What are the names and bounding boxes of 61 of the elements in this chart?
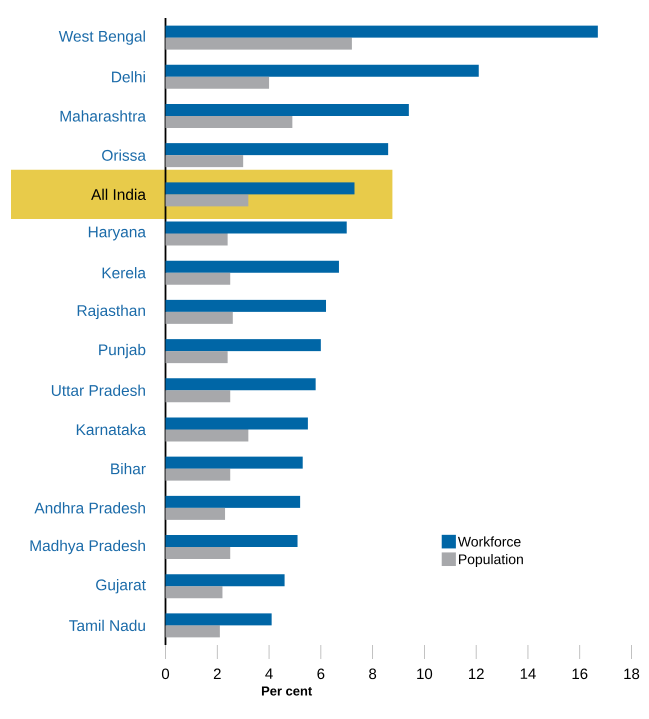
y-tick-label: Kerela	[102, 267, 146, 278]
x-tick-label: 14	[520, 668, 536, 679]
y-tick-label: Madhya Pradesh	[30, 540, 145, 554]
x-tick-label: 4	[265, 668, 273, 679]
bar	[166, 508, 226, 520]
legend-label: Workforce	[458, 536, 521, 547]
x-tick-label: 8	[369, 668, 376, 680]
bar	[166, 496, 300, 508]
y-tick-label: Orissa	[102, 149, 146, 161]
bar	[166, 194, 248, 206]
bar	[166, 339, 321, 352]
bar	[166, 182, 354, 194]
x-tick-label: 16	[572, 668, 588, 680]
bar	[166, 155, 244, 168]
bar	[166, 260, 339, 273]
bar	[166, 378, 316, 390]
x-tick-label: 0	[162, 668, 170, 680]
bar	[166, 143, 388, 156]
x-tick-label: 6	[317, 668, 324, 680]
bar	[166, 535, 298, 548]
y-tick-label: Uttar Pradesh	[52, 384, 145, 396]
x-axis-title: Per cent	[262, 686, 312, 696]
x-tick-label: 18	[624, 668, 640, 680]
x-tick-label: 2	[214, 668, 221, 679]
y-tick-label: Karnataka	[76, 424, 146, 436]
bar	[166, 574, 285, 586]
y-tick-label: Gujarat	[96, 579, 146, 594]
legend-label: Population	[459, 554, 523, 567]
bar	[166, 351, 228, 364]
bar	[166, 429, 248, 442]
y-tick-label: Haryana	[88, 226, 146, 240]
y-tick-label: Bihar	[111, 462, 146, 474]
bar	[166, 613, 272, 626]
y-tick-label: Andhra Pradesh	[34, 502, 145, 514]
y-tick-label: Maharashtra	[60, 110, 146, 122]
bar	[166, 234, 228, 246]
bar	[166, 38, 352, 50]
bar	[166, 417, 308, 430]
x-tick-label: 10	[417, 668, 432, 680]
bar	[166, 76, 270, 89]
bar	[166, 272, 230, 285]
bar	[166, 116, 292, 128]
y-tick-label: West Bengal	[58, 30, 145, 45]
y-tick-label: Rajasthan	[78, 304, 145, 320]
bar	[166, 390, 230, 402]
y-tick-label: Delhi	[112, 71, 145, 82]
bar	[166, 625, 220, 638]
bar	[166, 586, 222, 598]
bar	[166, 26, 598, 38]
bar	[166, 64, 479, 77]
x-tick-label: 12	[469, 668, 484, 679]
bar	[166, 104, 409, 116]
bar	[166, 547, 230, 560]
bar	[166, 300, 326, 312]
bar	[166, 312, 233, 324]
y-tick-label: Tamil Nadu	[69, 620, 145, 632]
y-tick-label: Punjab	[99, 344, 146, 358]
bar	[166, 468, 230, 481]
bar	[166, 222, 347, 234]
bar	[166, 456, 303, 469]
y-tick-label: All India	[91, 188, 146, 200]
